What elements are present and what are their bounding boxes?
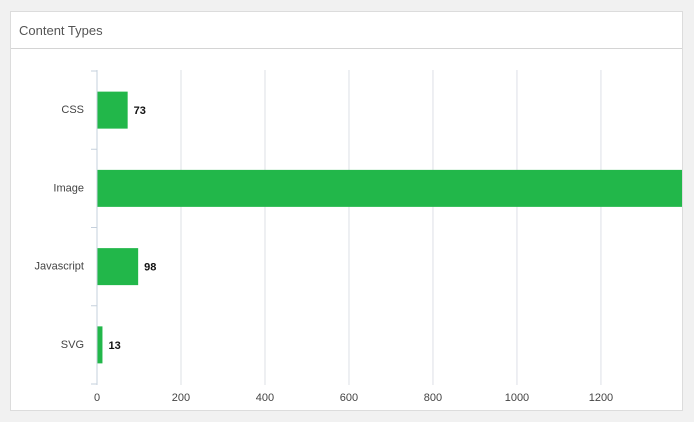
bar xyxy=(97,169,682,207)
x-tick-label: 400 xyxy=(256,392,274,404)
x-tick-label: 1200 xyxy=(589,392,613,404)
x-tick-label: 800 xyxy=(424,392,442,404)
x-tick-label: 600 xyxy=(340,392,358,404)
value-label: 73 xyxy=(134,105,146,117)
y-tick-label: CSS xyxy=(61,104,84,116)
bar xyxy=(97,248,139,286)
x-tick-label: 0 xyxy=(94,392,100,404)
y-tick-label: Javascript xyxy=(34,261,84,273)
x-tick-label: 1000 xyxy=(505,392,529,404)
bar xyxy=(97,91,128,129)
y-tick-label: Image xyxy=(53,182,84,194)
x-tick-label: 200 xyxy=(172,392,190,404)
panel-title: Content Types xyxy=(11,12,682,49)
y-tick-label: SVG xyxy=(61,339,84,351)
value-label: 98 xyxy=(144,262,156,274)
value-label: 13 xyxy=(108,340,120,352)
panel: Content Types xyxy=(10,11,683,411)
bar xyxy=(97,326,103,364)
